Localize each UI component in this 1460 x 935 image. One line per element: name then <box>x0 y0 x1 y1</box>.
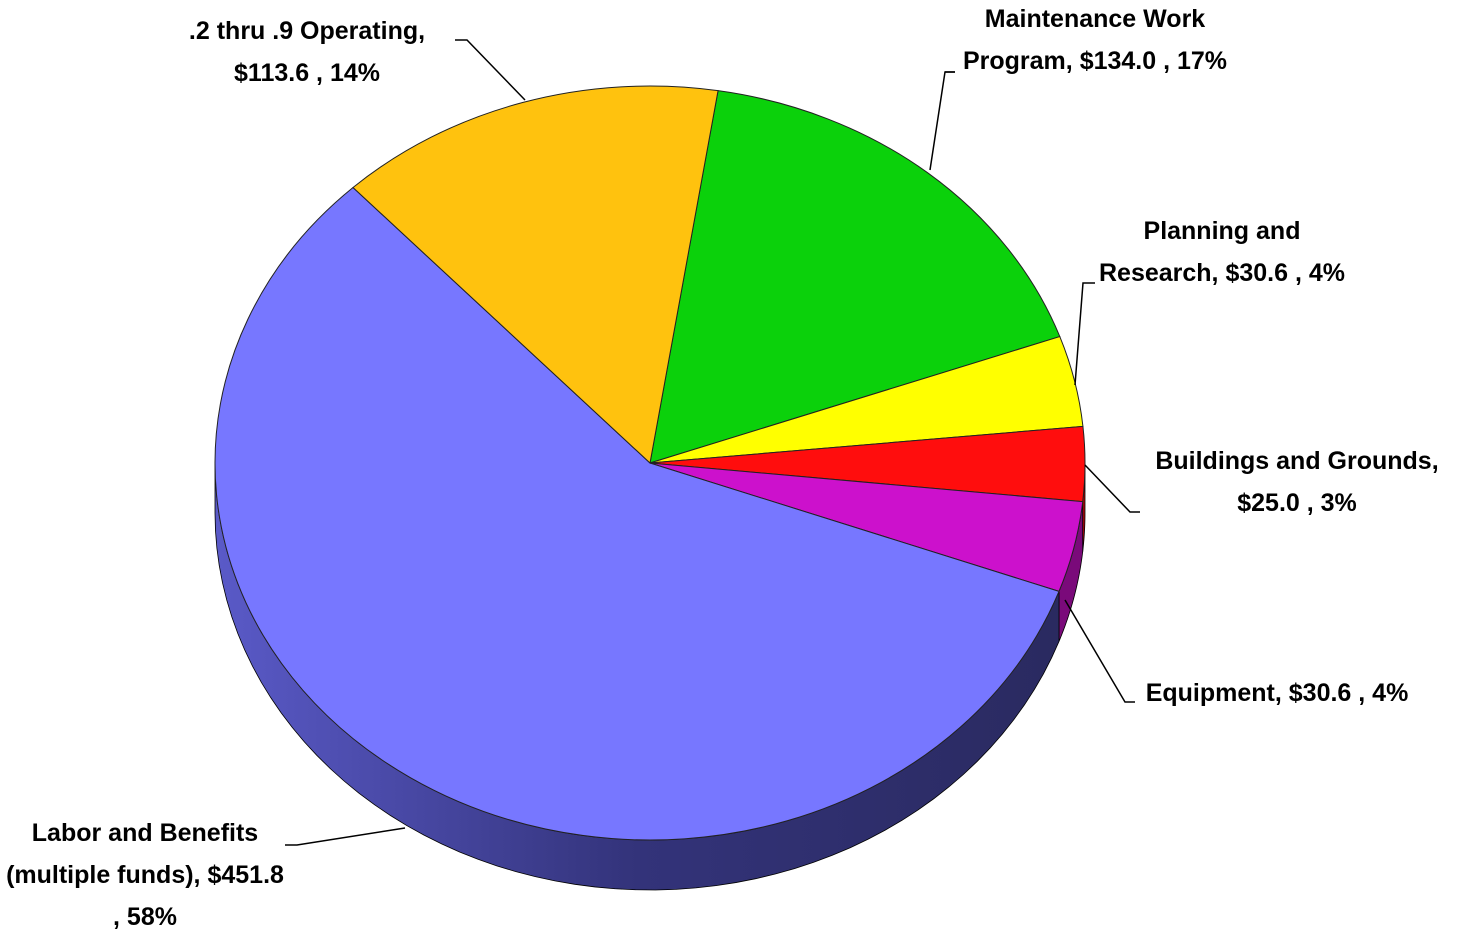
value-label: $30.6 , 4% <box>1288 679 1409 707</box>
leader-line <box>1084 464 1140 513</box>
slice-label: Buildings and Grounds, $25.0 , 3% <box>1142 440 1452 524</box>
slice-label: Equipment, $30.6 , 4% <box>1132 672 1422 714</box>
category-name: .2 thru .9 Operating, <box>188 17 426 45</box>
pie-slice <box>352 85 719 464</box>
category-name: Planning and Research, <box>1098 217 1301 287</box>
slice-label: Maintenance Work Program, $134.0 , 17% <box>955 0 1235 82</box>
category-name: Labor and Benefits (multiple funds), <box>6 819 259 889</box>
slice-label: .2 thru .9 Operating, $113.6 , 14% <box>150 10 464 94</box>
leader-line <box>455 39 526 101</box>
pie-slice <box>649 90 1061 464</box>
value-label: $30.6 , 4% <box>1225 259 1345 287</box>
value-label: $451.8 , 58% <box>113 861 284 931</box>
leader-line <box>929 71 955 171</box>
leader-line <box>1074 282 1095 386</box>
slice-label: Planning and Research, $30.6 , 4% <box>1092 210 1352 294</box>
category-name: Buildings and Grounds, <box>1155 447 1439 475</box>
value-label: $25.0 , 3% <box>1237 489 1357 517</box>
category-name: Maintenance Work Program, <box>962 5 1206 75</box>
slice-label: Labor and Benefits (multiple funds), $45… <box>0 812 290 935</box>
leader-line <box>1064 599 1135 703</box>
pie-slice <box>214 186 1060 841</box>
value-label: $113.6 , 14% <box>234 59 380 87</box>
leader-line <box>285 827 406 846</box>
value-label: $134.0 , 17% <box>1079 47 1228 75</box>
category-name: Equipment, <box>1145 679 1282 707</box>
